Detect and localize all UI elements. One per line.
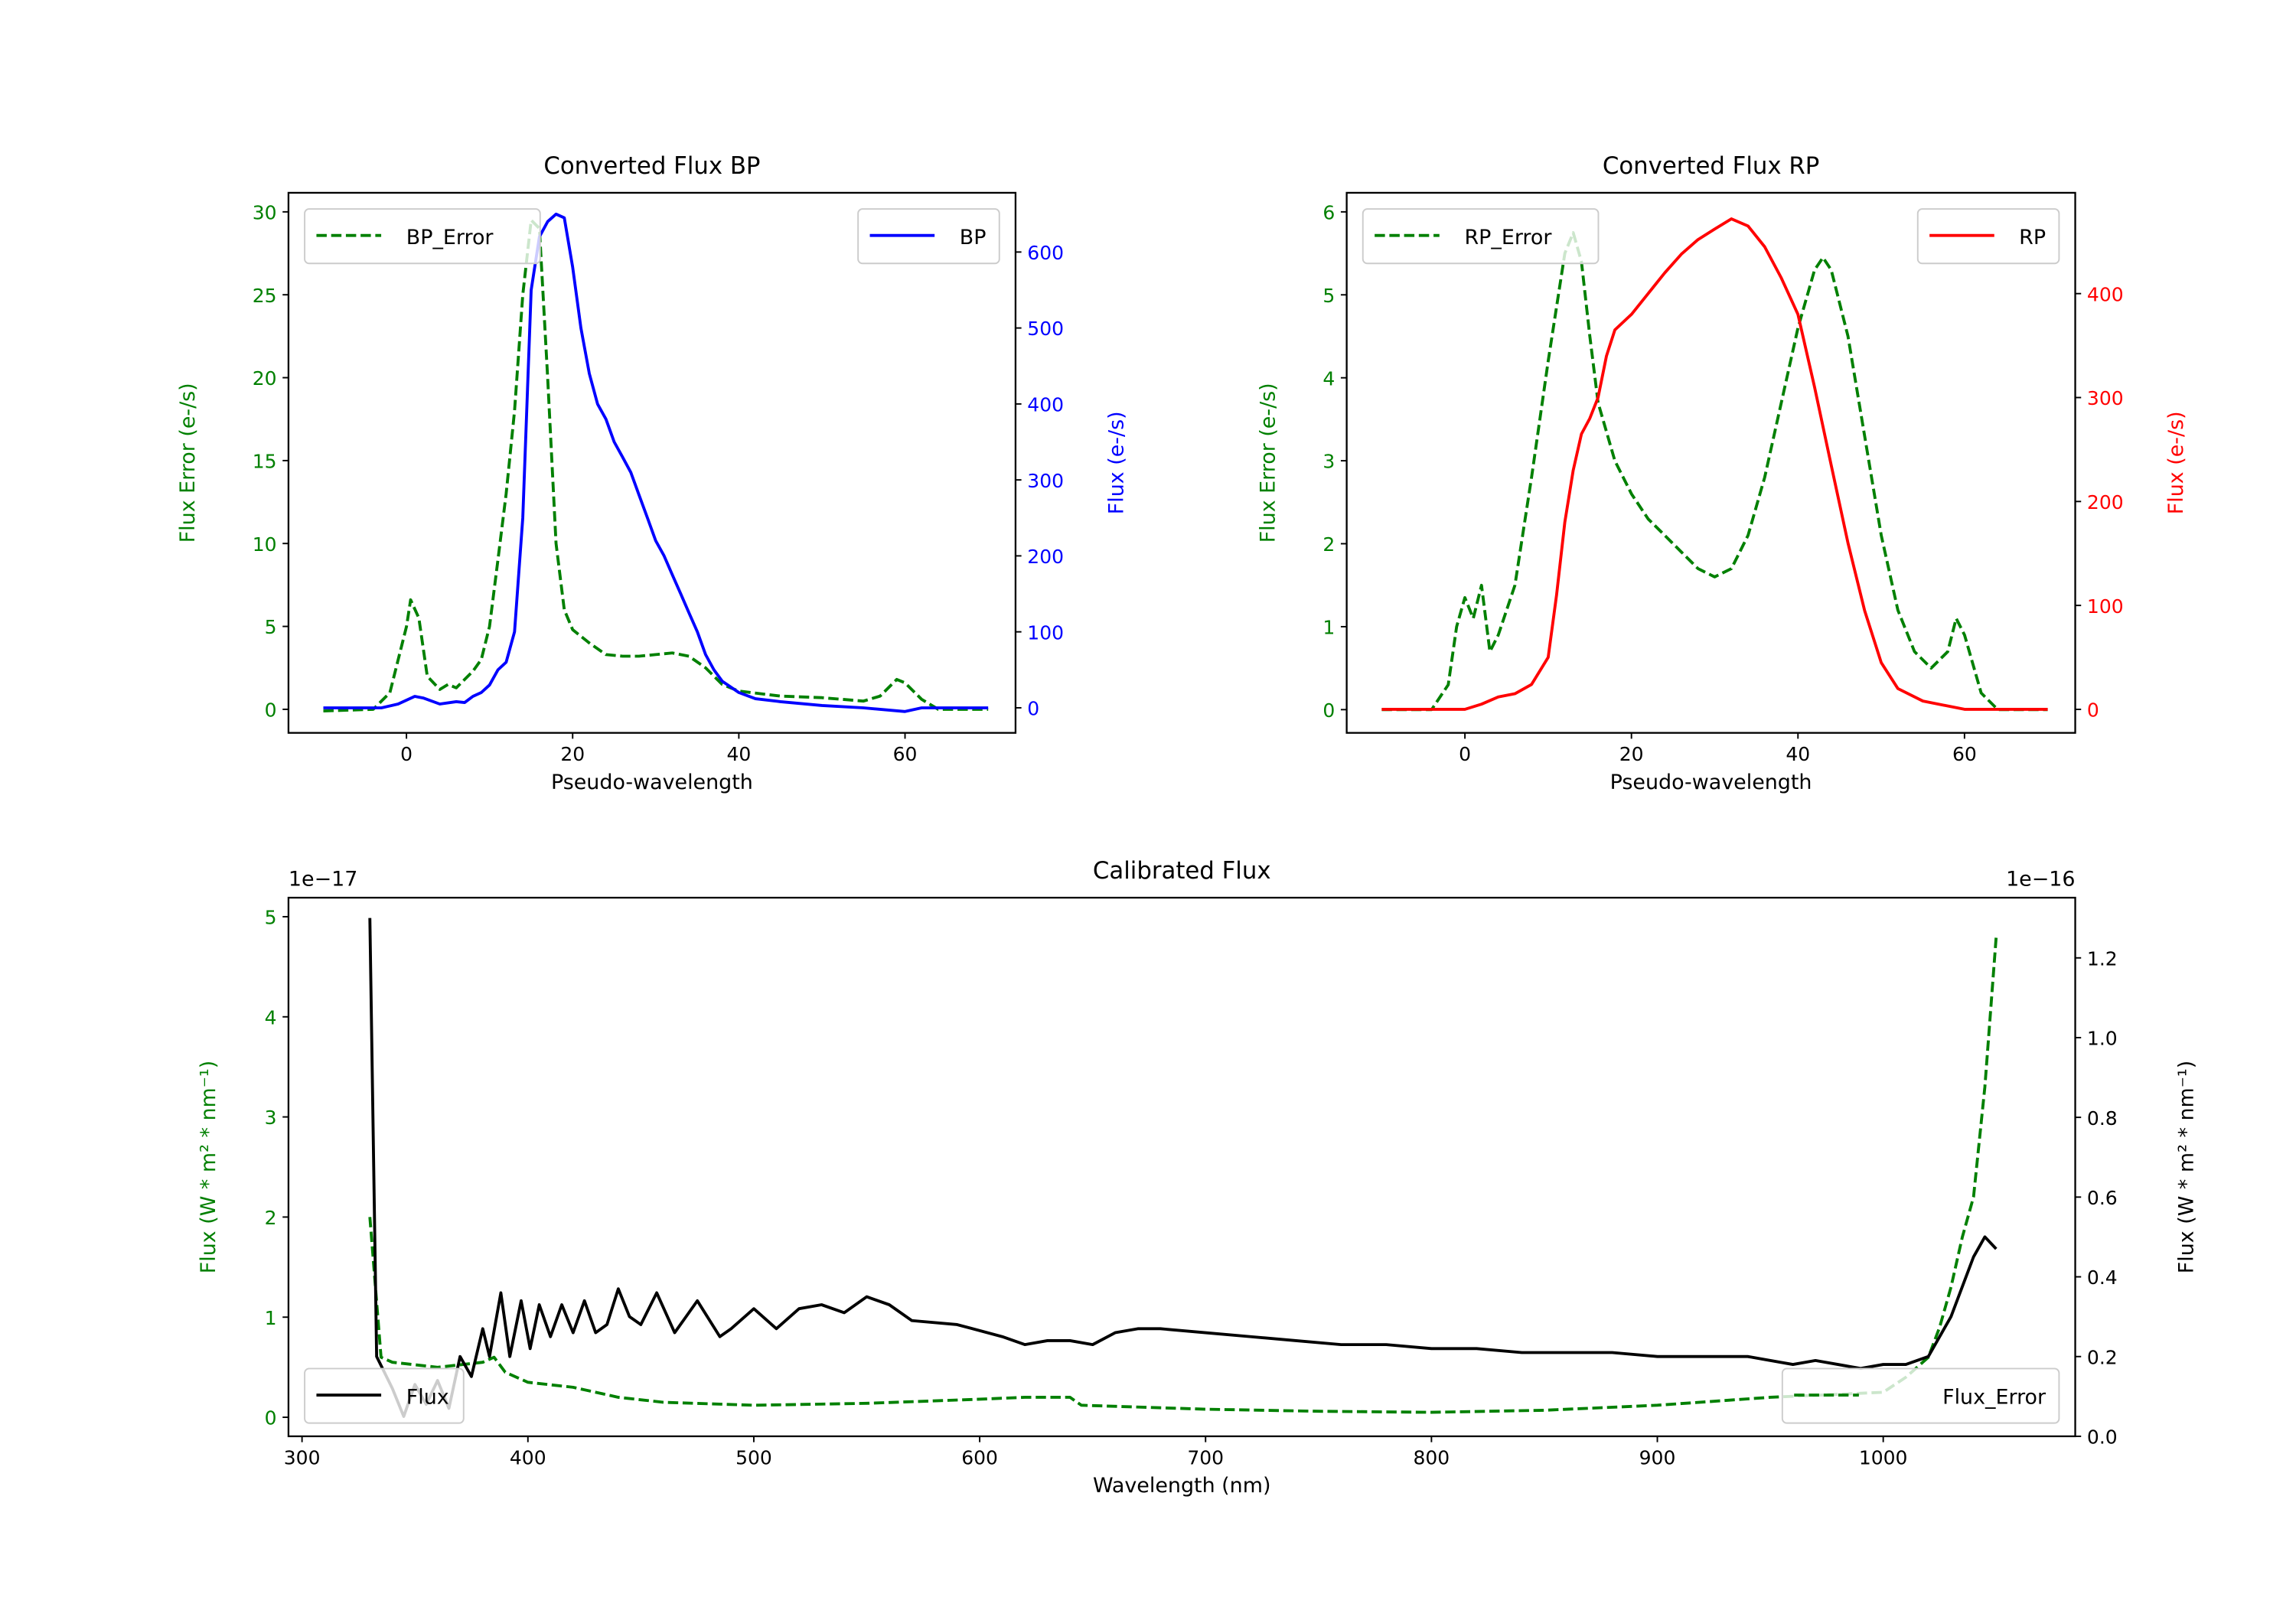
subplot-2: Calibrated Flux 300 400 500 600 700 800 900 1000… <box>197 857 2199 1498</box>
y-left-tick-label: 3 <box>1322 451 1335 473</box>
y-right-tick-label: 0 <box>2087 699 2099 722</box>
y-right-tick-label: 0 <box>1027 698 1039 720</box>
y-right-tick-label: 400 <box>2087 283 2124 305</box>
x-axis-label: Wavelength (nm) <box>1093 1474 1270 1498</box>
y-right-tick-label: 0.4 <box>2087 1266 2118 1289</box>
y-left-axis-label: Flux Error (e-/s) <box>176 383 200 543</box>
series-line-rp <box>1381 217 2048 711</box>
y-left-tick-label: 5 <box>265 616 277 638</box>
y-left-tick-label: 25 <box>253 285 277 307</box>
subplot-0: Converted Flux BP0 20 40 600510152025300100… <box>176 152 1128 794</box>
x-tick-label: 800 <box>1414 1446 1450 1468</box>
y-left-tick-label: 4 <box>1322 367 1335 390</box>
legend-label: Flux <box>406 1386 449 1410</box>
y-left-tick-label: 0 <box>265 699 277 722</box>
y-left-tick-label: 5 <box>265 907 277 929</box>
y-left-tick-label: 5 <box>1322 285 1335 307</box>
subplot-title: Converted Flux RP <box>1603 152 1819 180</box>
legend-left <box>304 1367 465 1424</box>
axes-frame <box>287 896 2076 1438</box>
y-right-tick-label: 100 <box>2087 595 2124 618</box>
x-tick-label: 20 <box>1619 743 1644 765</box>
y-right-offset: 1e−16 <box>2006 868 2075 892</box>
y-left-tick-label: 0 <box>265 1407 277 1429</box>
y-right-tick-label: 1.2 <box>2087 947 2118 970</box>
y-right-tick-label: 300 <box>2087 387 2124 409</box>
y-left-tick-label: 15 <box>253 450 277 472</box>
y-right-axis-label: Flux (W * m² * nm⁻¹) <box>2174 1061 2198 1273</box>
x-tick-label: 40 <box>726 743 751 765</box>
x-tick-label: 0 <box>1459 743 1471 765</box>
y-right-tick-label: 400 <box>1027 393 1064 416</box>
x-tick-label: 60 <box>1952 743 1977 765</box>
y-right-tick-label: 200 <box>1027 546 1064 568</box>
y-right-tick-label: 0.0 <box>2087 1426 2118 1449</box>
series-line-bp <box>323 212 989 713</box>
x-tick-label: 500 <box>735 1446 772 1468</box>
y-left-tick-label: 4 <box>265 1006 277 1028</box>
y-left-tick-label: 1 <box>1322 617 1335 639</box>
x-tick-label: 600 <box>961 1446 998 1468</box>
y-left-tick-label: 3 <box>265 1107 277 1129</box>
y-left-offset: 1e−17 <box>289 868 357 892</box>
legend-right <box>1781 1367 2060 1424</box>
y-left-tick-label: 2 <box>1322 533 1335 556</box>
y-left-axis-label: Flux Error (e-/s) <box>1256 383 1280 543</box>
y-right-tick-label: 600 <box>1027 242 1064 264</box>
series-line-flux_error <box>368 936 1998 1414</box>
y-left-tick-label: 6 <box>1322 201 1335 223</box>
y-right-axis-label: Flux (e-/s) <box>2164 411 2188 514</box>
legend-label: BP_Error <box>406 226 494 249</box>
series-line-rp_error <box>1381 231 2048 712</box>
y-right-tick-label: 0.6 <box>2087 1187 2118 1209</box>
subplot-title: Converted Flux BP <box>543 152 760 180</box>
axes-frame <box>287 191 1017 734</box>
y-left-tick-label: 1 <box>265 1307 277 1329</box>
x-axis-label: Pseudo-wavelength <box>551 771 753 794</box>
x-axis-label: Pseudo-wavelength <box>1610 771 1812 794</box>
x-tick-label: 300 <box>284 1446 321 1468</box>
legend-label: Flux_Error <box>1942 1386 2047 1410</box>
x-tick-label: 40 <box>1786 743 1810 765</box>
y-left-tick-label: 0 <box>1322 699 1335 722</box>
x-tick-label: 400 <box>510 1446 546 1468</box>
y-left-tick-label: 20 <box>253 367 277 390</box>
x-tick-label: 700 <box>1187 1446 1224 1468</box>
y-right-tick-label: 500 <box>1027 318 1064 340</box>
x-tick-label: 900 <box>1639 1446 1676 1468</box>
y-right-tick-label: 1.0 <box>2087 1028 2118 1050</box>
x-tick-label: 1000 <box>1859 1446 1908 1468</box>
y-left-tick-label: 30 <box>253 201 277 223</box>
subplot-title: Calibrated Flux <box>1093 857 1271 885</box>
axes-frame <box>1345 191 2076 734</box>
subplot-1: Converted Flux RP0 20 40 600123456010020030… <box>1256 152 2188 794</box>
y-left-axis-label: Flux (W * m² * nm⁻¹) <box>197 1061 220 1273</box>
x-tick-label: 60 <box>893 743 918 765</box>
legend-label: BP <box>960 226 987 249</box>
y-right-tick-label: 200 <box>2087 491 2124 513</box>
legend-left <box>304 208 541 265</box>
y-left-tick-label: 10 <box>253 533 277 556</box>
legend-label: RP_Error <box>1464 226 1552 249</box>
series-line-bp_error <box>323 218 989 712</box>
x-tick-label: 20 <box>560 743 585 765</box>
y-right-tick-label: 0.8 <box>2087 1107 2118 1129</box>
legend-label: RP <box>2019 226 2046 249</box>
y-left-tick-label: 2 <box>265 1207 277 1229</box>
y-right-tick-label: 0.2 <box>2087 1346 2118 1368</box>
y-right-axis-label: Flux (e-/s) <box>1104 411 1128 514</box>
legend-left <box>1362 208 1600 265</box>
y-right-tick-label: 300 <box>1027 470 1064 492</box>
y-right-tick-label: 100 <box>1027 621 1064 644</box>
x-tick-label: 0 <box>400 743 413 765</box>
series-line-flux <box>368 918 1998 1418</box>
